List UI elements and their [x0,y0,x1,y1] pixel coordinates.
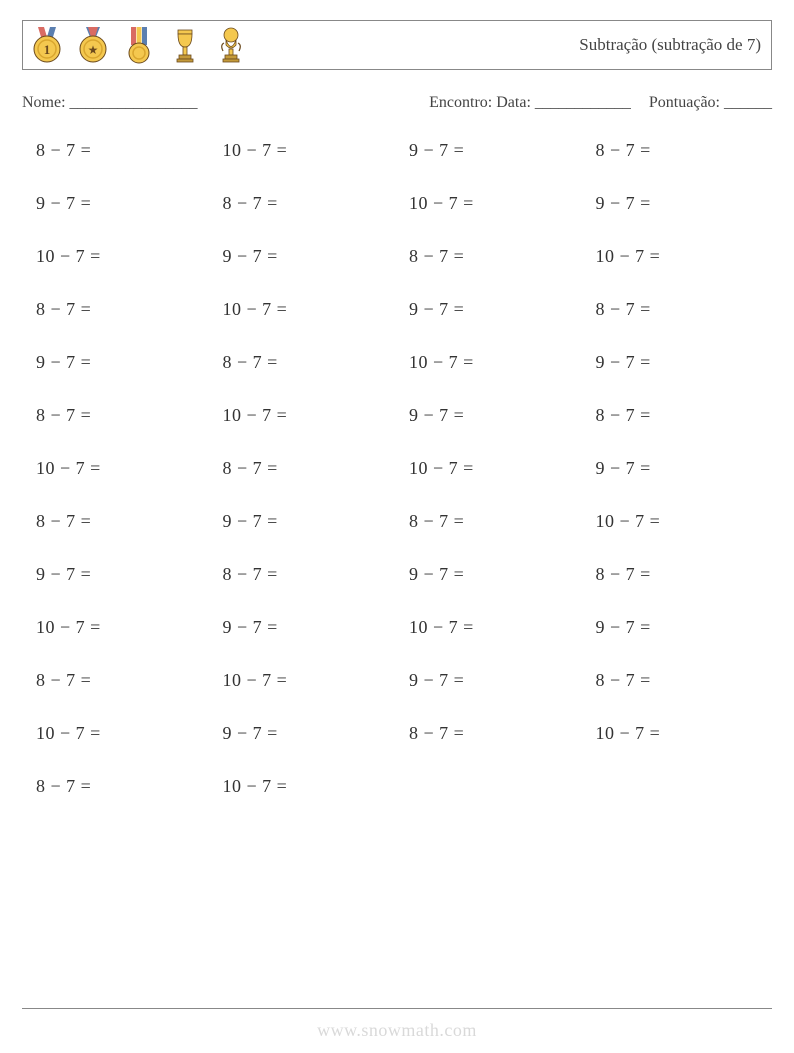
date-field-label: Encontro: Data: ____________ [429,94,631,112]
problem-cell: 8 − 7 = [36,299,213,320]
problem-cell: 8 − 7 = [596,140,773,161]
problem-cell: 10 − 7 = [36,458,213,479]
problem-cell: 10 − 7 = [596,246,773,267]
problem-cell: 10 − 7 = [223,299,400,320]
problem-cell: 9 − 7 = [223,723,400,744]
problems-grid: 8 − 7 = 10 − 7 = 9 − 7 = 8 − 7 = 9 − 7 = 8 − … [22,140,772,797]
problem-cell: 9 − 7 = [36,564,213,585]
problem-cell: 8 − 7 = [596,564,773,585]
problem-cell: 8 − 7 = [223,193,400,214]
problem-cell: 10 − 7 = [409,617,586,638]
problem-cell: 8 − 7 = [36,511,213,532]
header-box: 1 ★ [22,20,772,70]
problem-cell: 10 − 7 = [36,723,213,744]
problem-cell: 9 − 7 = [409,405,586,426]
problem-cell: 8 − 7 = [223,564,400,585]
problem-cell: 10 − 7 = [409,193,586,214]
problem-cell: 10 − 7 = [223,670,400,691]
problem-cell: 8 − 7 = [36,670,213,691]
problem-cell: 8 − 7 = [409,723,586,744]
problem-cell: 9 − 7 = [223,246,400,267]
problem-cell: 9 − 7 = [409,299,586,320]
medal-ribbon-icon [121,25,157,65]
svg-text:1: 1 [44,42,51,57]
trophy-cup-icon [167,25,203,65]
medal-1-icon: 1 [29,25,65,65]
problem-cell: 10 − 7 = [223,776,400,797]
problem-cell: 10 − 7 = [596,511,773,532]
problem-cell: 10 − 7 = [223,405,400,426]
problem-cell: 9 − 7 = [596,352,773,373]
footer-divider [22,1008,772,1009]
problem-cell: 9 − 7 = [409,564,586,585]
score-field-label: Pontuação: ______ [649,94,772,112]
problem-cell: 8 − 7 = [596,670,773,691]
award-icons-row: 1 ★ [29,25,249,65]
problem-cell: 10 − 7 = [36,246,213,267]
worksheet-title: Subtração (subtração de 7) [579,35,761,55]
info-row: Nome: ________________ Encontro: Data: _… [22,94,772,112]
problem-cell: 10 − 7 = [596,723,773,744]
name-field-label: Nome: ________________ [22,94,429,112]
problem-cell [409,776,586,797]
problem-cell: 8 − 7 = [409,511,586,532]
trophy-ball-icon [213,25,249,65]
problem-cell: 10 − 7 = [409,352,586,373]
problem-cell: 9 − 7 = [596,458,773,479]
problem-cell: 10 − 7 = [36,617,213,638]
problem-cell: 8 − 7 = [596,405,773,426]
problem-cell: 9 − 7 = [596,617,773,638]
problem-cell: 9 − 7 = [36,352,213,373]
problem-cell: 9 − 7 = [409,670,586,691]
problem-cell: 9 − 7 = [409,140,586,161]
problem-cell: 8 − 7 = [36,776,213,797]
problem-cell: 8 − 7 = [596,299,773,320]
problem-cell [596,776,773,797]
problem-cell: 8 − 7 = [223,458,400,479]
problem-cell: 10 − 7 = [223,140,400,161]
problem-cell: 8 − 7 = [36,405,213,426]
problem-cell: 9 − 7 = [596,193,773,214]
problem-cell: 9 − 7 = [223,617,400,638]
medal-star-icon: ★ [75,25,111,65]
problem-cell: 9 − 7 = [36,193,213,214]
problem-cell: 8 − 7 = [36,140,213,161]
problem-cell: 8 − 7 = [223,352,400,373]
problem-cell: 10 − 7 = [409,458,586,479]
watermark-text: www.snowmath.com [0,1020,794,1041]
problem-cell: 9 − 7 = [223,511,400,532]
problem-cell: 8 − 7 = [409,246,586,267]
svg-text:★: ★ [88,43,99,57]
worksheet-page: 1 ★ [0,0,794,1053]
